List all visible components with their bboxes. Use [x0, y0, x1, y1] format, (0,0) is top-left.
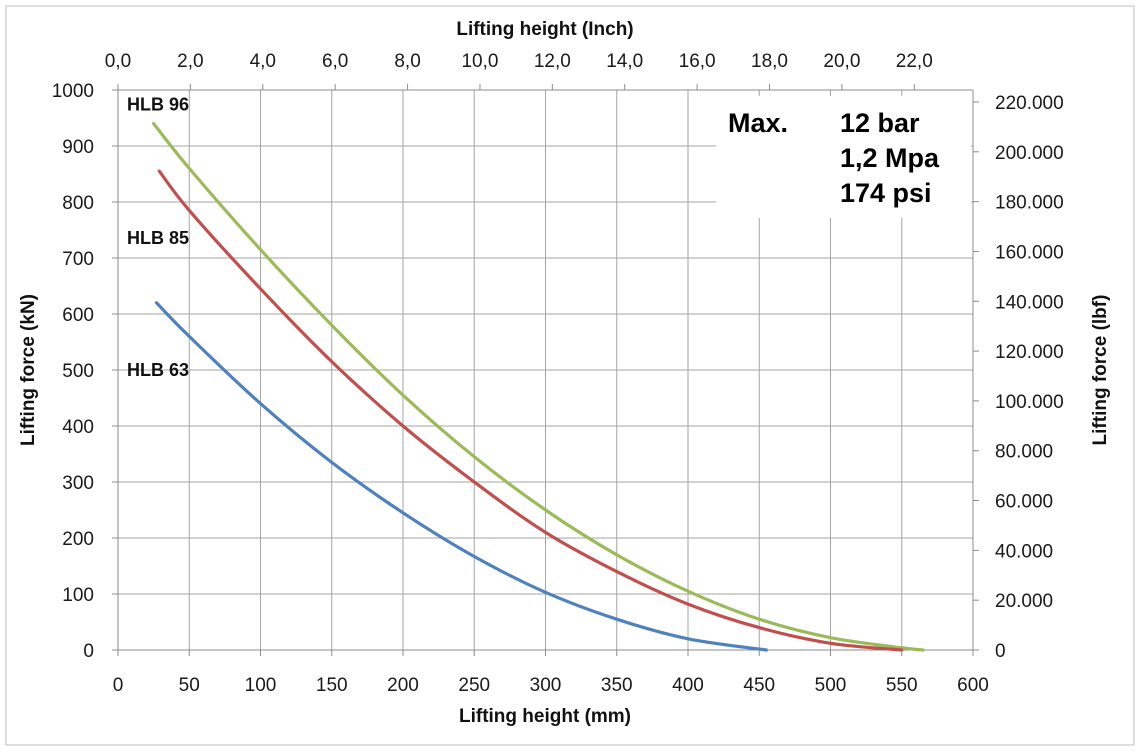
annotation-line-pressure-bar: 12 bar: [840, 108, 920, 138]
x-axis-bottom-title: Lifting height (mm): [459, 706, 631, 727]
series-line-hlb-63: [154, 301, 768, 652]
y-right-tick-label: 20.000: [995, 591, 1053, 612]
series-line-hlb-85: [157, 169, 904, 652]
series-line-hlb-96: [152, 122, 925, 652]
axes: 0 50 100 150 200 250 300 350 400 450 500 550 600 0 100…: [52, 51, 1064, 696]
y-left-tick-label: 0: [83, 641, 94, 662]
x-top-tick-label: 6,0: [322, 51, 348, 72]
x-bottom-tick-label: 0: [113, 675, 124, 696]
y-right-tick-label: 200.000: [995, 143, 1064, 164]
series: [152, 122, 925, 652]
y-left-tick-label: 800: [62, 193, 94, 214]
x-bottom-tick-label: 400: [672, 675, 704, 696]
annotation-line-pressure-mpa: 1,2 Mpa: [840, 143, 940, 173]
x-bottom-tick-label: 300: [530, 675, 562, 696]
series-labels: HLB 96 HLB 85 HLB 63: [127, 95, 189, 380]
y-left-tick-label: 600: [62, 305, 94, 326]
y-axis-right-title: Lifting force (lbf): [1090, 295, 1111, 446]
annotation-box: [716, 96, 971, 218]
x-bottom-tick-label: 100: [245, 675, 277, 696]
x-bottom-tick-label: 500: [815, 675, 847, 696]
x-bottom-tick-label: 200: [387, 675, 419, 696]
x-top-tick-label: 12,0: [534, 51, 571, 72]
y-left-tick-label: 500: [62, 361, 94, 382]
x-bottom-tick-label: 450: [743, 675, 775, 696]
y-right-tick-label: 100.000: [995, 392, 1064, 413]
x-top-tick-label: 2,0: [177, 51, 203, 72]
y-right-tick-label: 140.000: [995, 292, 1064, 313]
y-axis-left-title: Lifting force (kN): [18, 294, 39, 446]
x-top-tick-label: 18,0: [751, 51, 788, 72]
annotation: Max. 12 bar 1,2 Mpa 174 psi: [728, 108, 940, 208]
y-right-tick-label: 40.000: [995, 541, 1053, 562]
x-top-tick-label: 0,0: [105, 51, 131, 72]
x-axis-top-title: Lifting height (Inch): [456, 19, 633, 40]
x-top-tick-label: 20,0: [823, 51, 860, 72]
y-right-tick-label: 180.000: [995, 193, 1064, 214]
y-left-tick-label: 400: [62, 417, 94, 438]
y-right-tick-label: 160.000: [995, 242, 1064, 263]
x-bottom-tick-label: 350: [601, 675, 633, 696]
x-bottom-tick-label: 50: [179, 675, 200, 696]
y-left-tick-label: 100: [62, 585, 94, 606]
y-left-tick-label: 700: [62, 249, 94, 270]
x-bottom-tick-label: 600: [957, 675, 989, 696]
x-top-tick-label: 10,0: [461, 51, 498, 72]
x-top-tick-label: 8,0: [394, 51, 420, 72]
y-left-tick-label: 1000: [52, 81, 94, 102]
axis-titles: Lifting height (mm) Lifting height (Inch…: [18, 19, 1111, 727]
x-bottom-tick-label: 550: [886, 675, 918, 696]
y-left-tick-label: 200: [62, 529, 94, 550]
x-top-tick-label: 22,0: [896, 51, 933, 72]
x-top-tick-label: 16,0: [679, 51, 716, 72]
x-bottom-tick-label: 250: [458, 675, 490, 696]
y-right-tick-label: 120.000: [995, 342, 1064, 363]
series-label-hlb-96: HLB 96: [127, 95, 189, 115]
y-left-tick-label: 900: [62, 137, 94, 158]
x-top-tick-label: 4,0: [250, 51, 276, 72]
x-bottom-tick-label: 150: [316, 675, 348, 696]
y-right-tick-label: 0: [995, 641, 1006, 662]
y-right-tick-label: 220.000: [995, 93, 1064, 114]
series-label-hlb-85: HLB 85: [127, 228, 189, 248]
annotation-label: Max.: [728, 108, 788, 138]
series-label-hlb-63: HLB 63: [127, 360, 189, 380]
y-left-tick-label: 300: [62, 473, 94, 494]
annotation-line-pressure-psi: 174 psi: [840, 178, 932, 208]
y-right-tick-label: 80.000: [995, 442, 1053, 463]
y-right-tick-label: 60.000: [995, 492, 1053, 513]
x-top-tick-label: 14,0: [606, 51, 643, 72]
